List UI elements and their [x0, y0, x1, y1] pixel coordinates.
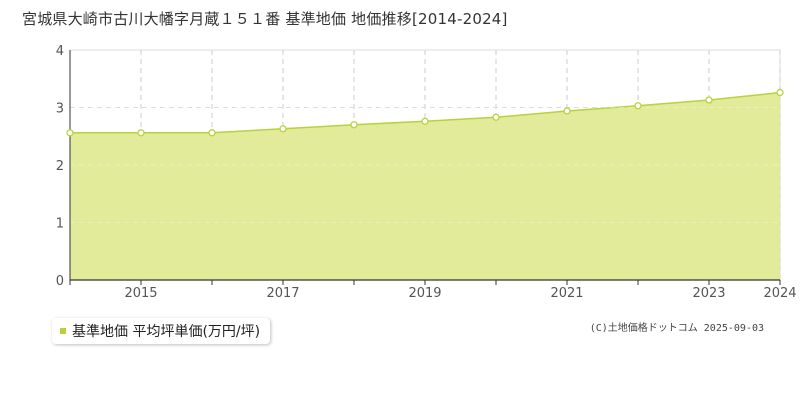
x-tick-label: 2015 [124, 286, 157, 301]
data-points [66, 88, 784, 137]
tick-labels: 0 1 2 3 4 2015 2017 2019 2021 2023 2024 [56, 44, 797, 301]
series-area [70, 92, 780, 280]
data-point [634, 102, 642, 110]
data-point [776, 88, 784, 97]
data-point [492, 113, 500, 121]
y-tick-label: 3 [56, 102, 64, 117]
data-point [421, 117, 429, 125]
data-point [66, 129, 74, 137]
x-tick-label: 2021 [550, 286, 583, 301]
data-point [350, 121, 358, 129]
legend: 基準地価 平均坪単価(万円/坪) [52, 318, 271, 344]
data-point [208, 129, 216, 137]
data-point [705, 96, 713, 104]
x-tick-label: 2023 [692, 286, 725, 301]
y-tick-label: 0 [56, 274, 64, 289]
chart-axes [69, 50, 781, 285]
data-point [279, 125, 287, 133]
x-tick-label: 2017 [266, 286, 299, 301]
legend-label: 基準地価 平均坪単価(万円/坪) [72, 324, 261, 340]
x-tick-label: 2024 [763, 286, 796, 301]
x-tick-label: 2019 [408, 286, 441, 301]
data-point [137, 129, 145, 137]
y-tick-label: 1 [56, 217, 64, 232]
legend-marker [60, 328, 66, 334]
data-point [563, 107, 571, 115]
credit: (C)土地価格ドットコム 2025-09-03 [589, 323, 764, 334]
area-layer [70, 49, 781, 280]
y-tick-label: 2 [56, 159, 64, 174]
chart-title: 宮城県大崎市古川大幡字月蔵１５１番 基準地価 地価推移[2014-2024] [22, 10, 508, 28]
y-tick-label: 4 [56, 44, 64, 59]
